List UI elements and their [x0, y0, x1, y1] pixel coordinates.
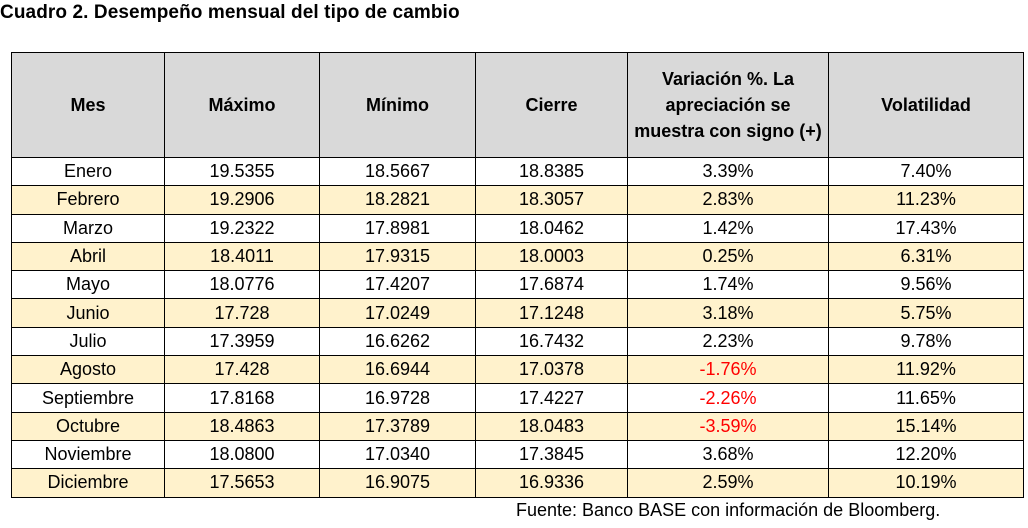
cell-maximo: 19.5355 [164, 156, 320, 187]
cell-variacion: -3.59% [627, 411, 829, 441]
cell-cierre: 18.8385 [475, 156, 628, 187]
table-body: Enero 19.5355 18.5667 18.8385 3.39% 7.40% Febr… [11, 156, 1024, 498]
cell-volatilidad: 17.43% [828, 213, 1024, 243]
header-variacion: Variación %. La apreciación se muestra c… [627, 52, 829, 158]
cell-minimo: 17.9315 [319, 241, 476, 272]
table-row: Junio 17.728 17.0249 17.1248 3.18% 5.75% [11, 298, 1024, 328]
cell-volatilidad: 9.56% [828, 270, 1024, 300]
header-mes: Mes [11, 52, 165, 158]
cell-mes: Junio [11, 298, 165, 328]
table-row: Noviembre 18.0800 17.0340 17.3845 3.68% 12.20… [11, 439, 1024, 470]
header-cierre: Cierre [475, 52, 628, 158]
cell-volatilidad: 12.20% [828, 439, 1024, 470]
cell-variacion: 0.25% [627, 241, 829, 272]
cell-maximo: 17.5653 [164, 468, 320, 498]
cell-variacion: 2.59% [627, 468, 829, 498]
cell-mes: Febrero [11, 185, 165, 215]
cell-variacion: 2.23% [627, 326, 829, 357]
table-row: Diciembre 17.5653 16.9075 16.9336 2.59% 10.19… [11, 468, 1024, 498]
cell-variacion: 1.74% [627, 270, 829, 300]
cell-volatilidad: 11.92% [828, 355, 1024, 385]
cell-maximo: 18.0776 [164, 270, 320, 300]
table-row: Abril 18.4011 17.9315 18.0003 0.25% 6.31% [11, 241, 1024, 272]
cell-maximo: 18.0800 [164, 439, 320, 470]
cell-variacion: 1.42% [627, 213, 829, 243]
cell-variacion: -2.26% [627, 383, 829, 413]
table-row: Mayo 18.0776 17.4207 17.6874 1.74% 9.56% [11, 270, 1024, 300]
cell-mes: Noviembre [11, 439, 165, 470]
header-maximo: Máximo [164, 52, 320, 158]
cell-minimo: 17.8981 [319, 213, 476, 243]
cell-cierre: 17.6874 [475, 270, 628, 300]
cell-minimo: 17.0249 [319, 298, 476, 328]
cell-variacion: 2.83% [627, 185, 829, 215]
cell-cierre: 18.0483 [475, 411, 628, 441]
table-row: Octubre 18.4863 17.3789 18.0483 -3.59% 15.14% [11, 411, 1024, 441]
cell-cierre: 17.0378 [475, 355, 628, 385]
table-row: Septiembre 17.8168 16.9728 17.4227 -2.26% 11.… [11, 383, 1024, 413]
cell-maximo: 17.8168 [164, 383, 320, 413]
header-minimo: Mínimo [319, 52, 476, 158]
cell-cierre: 18.0003 [475, 241, 628, 272]
cell-volatilidad: 11.65% [828, 383, 1024, 413]
source-note: Fuente: Banco BASE con información de Bl… [516, 500, 941, 520]
cell-volatilidad: 10.19% [828, 468, 1024, 498]
cell-minimo: 18.2821 [319, 185, 476, 215]
cell-mes: Julio [11, 326, 165, 357]
cell-mes: Mayo [11, 270, 165, 300]
cell-cierre: 18.3057 [475, 185, 628, 215]
cell-volatilidad: 9.78% [828, 326, 1024, 357]
cell-cierre: 16.7432 [475, 326, 628, 357]
cell-variacion: 3.68% [627, 439, 829, 470]
cell-maximo: 18.4863 [164, 411, 320, 441]
cell-maximo: 17.428 [164, 355, 320, 385]
cell-variacion: -1.76% [627, 355, 829, 385]
cell-minimo: 16.6262 [319, 326, 476, 357]
table-row: Julio 17.3959 16.6262 16.7432 2.23% 9.78% [11, 326, 1024, 357]
table-row: Marzo 19.2322 17.8981 18.0462 1.42% 17.43% [11, 213, 1024, 243]
cell-maximo: 17.3959 [164, 326, 320, 357]
cell-minimo: 17.3789 [319, 411, 476, 441]
cell-minimo: 16.9728 [319, 383, 476, 413]
exchange-rate-table: Mes Máximo Mínimo Cierre Variación %. La… [11, 52, 1024, 498]
cell-mes: Abril [11, 241, 165, 272]
cell-volatilidad: 7.40% [828, 156, 1024, 187]
cell-mes: Agosto [11, 355, 165, 385]
cell-mes: Octubre [11, 411, 165, 441]
cell-minimo: 18.5667 [319, 156, 476, 187]
cell-maximo: 19.2322 [164, 213, 320, 243]
cell-minimo: 17.0340 [319, 439, 476, 470]
cell-volatilidad: 5.75% [828, 298, 1024, 328]
table-title: Cuadro 2. Desempeño mensual del tipo de … [0, 2, 460, 23]
cell-minimo: 17.4207 [319, 270, 476, 300]
table-row: Enero 19.5355 18.5667 18.8385 3.39% 7.40% [11, 156, 1024, 187]
cell-volatilidad: 6.31% [828, 241, 1024, 272]
cell-mes: Enero [11, 156, 165, 187]
cell-maximo: 18.4011 [164, 241, 320, 272]
table-row: Agosto 17.428 16.6944 17.0378 -1.76% 11.92% [11, 355, 1024, 385]
cell-variacion: 3.18% [627, 298, 829, 328]
cell-cierre: 17.4227 [475, 383, 628, 413]
cell-minimo: 16.9075 [319, 468, 476, 498]
cell-maximo: 17.728 [164, 298, 320, 328]
cell-mes: Septiembre [11, 383, 165, 413]
cell-mes: Diciembre [11, 468, 165, 498]
cell-maximo: 19.2906 [164, 185, 320, 215]
cell-volatilidad: 15.14% [828, 411, 1024, 441]
cell-minimo: 16.6944 [319, 355, 476, 385]
cell-volatilidad: 11.23% [828, 185, 1024, 215]
table-header-row: Mes Máximo Mínimo Cierre Variación %. La… [11, 52, 1024, 158]
cell-mes: Marzo [11, 213, 165, 243]
cell-cierre: 16.9336 [475, 468, 628, 498]
cell-variacion: 3.39% [627, 156, 829, 187]
cell-cierre: 17.1248 [475, 298, 628, 328]
table-row: Febrero 19.2906 18.2821 18.3057 2.83% 11.23% [11, 185, 1024, 215]
cell-cierre: 18.0462 [475, 213, 628, 243]
cell-cierre: 17.3845 [475, 439, 628, 470]
header-volatilidad: Volatilidad [828, 52, 1024, 158]
